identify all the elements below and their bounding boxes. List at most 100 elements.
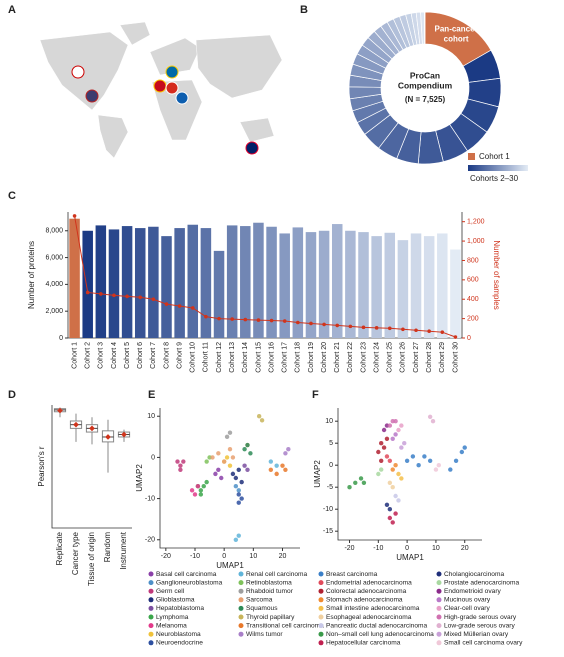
sample-point bbox=[151, 297, 156, 302]
legend-label: Prostate adenocarcinoma bbox=[444, 579, 519, 586]
y-tick-label: -20 bbox=[145, 537, 155, 544]
point bbox=[198, 488, 204, 493]
bar bbox=[95, 225, 107, 338]
mean bbox=[121, 431, 127, 438]
bar bbox=[358, 232, 369, 338]
point bbox=[283, 467, 288, 472]
bar bbox=[82, 230, 93, 338]
legend-label: Low-grade serous ovary bbox=[444, 622, 515, 629]
x-tick-label: -10 bbox=[190, 553, 200, 560]
x-tick-label: Cohort 14 bbox=[242, 342, 249, 373]
y2-tick-label: 600 bbox=[467, 277, 479, 284]
legend-label: Neuroblastoma bbox=[156, 631, 201, 638]
flag-sweden bbox=[165, 65, 179, 79]
y-tick-label: -5 bbox=[327, 484, 333, 491]
asia bbox=[195, 34, 283, 99]
legend-label: Mixed Müllerian ovary bbox=[444, 631, 509, 638]
point bbox=[393, 419, 398, 424]
panel-label: D bbox=[8, 389, 16, 401]
x-axis-title: UMAP1 bbox=[216, 561, 244, 570]
point bbox=[242, 463, 247, 468]
bar bbox=[345, 230, 356, 338]
legend-marker bbox=[436, 597, 442, 603]
x-tick-label: Cohort 9 bbox=[176, 342, 183, 369]
x-tick-label: Cohort 13 bbox=[229, 342, 236, 373]
sample-point bbox=[427, 329, 431, 334]
bar bbox=[266, 226, 277, 338]
sample-point bbox=[348, 324, 353, 329]
x-tick-label: Cancer type bbox=[71, 531, 80, 575]
sample-point bbox=[414, 328, 418, 333]
point bbox=[381, 445, 387, 450]
legend-marker bbox=[318, 623, 324, 629]
legend-label: Melanoma bbox=[156, 622, 187, 629]
point bbox=[448, 467, 453, 472]
legend-label: Rhabdoid tumor bbox=[246, 588, 294, 595]
point bbox=[274, 471, 279, 477]
x-tick-label: 10 bbox=[249, 553, 257, 560]
point bbox=[387, 480, 393, 485]
legend-gradient-bar bbox=[468, 165, 528, 171]
point bbox=[204, 459, 209, 464]
legend-label: Mucinous ovary bbox=[444, 597, 491, 604]
bar bbox=[253, 222, 264, 338]
point bbox=[239, 479, 244, 485]
africa bbox=[151, 79, 203, 141]
x-tick-label: Cohort 29 bbox=[439, 342, 446, 373]
legend-label: Esophageal adenocarcinoma bbox=[326, 614, 412, 621]
point bbox=[178, 463, 183, 468]
legend-label: Breast carcinoma bbox=[326, 571, 378, 578]
point bbox=[384, 436, 390, 441]
legend-marker bbox=[148, 597, 154, 603]
bar bbox=[213, 250, 225, 338]
point bbox=[427, 414, 433, 419]
legend-label: Cohort 1 bbox=[479, 152, 510, 161]
sample-point bbox=[177, 304, 182, 308]
x-tick-label: Cohort 12 bbox=[216, 342, 223, 373]
x-tick-label: Cohort 27 bbox=[413, 342, 420, 373]
legend-label: Squamous bbox=[246, 605, 278, 612]
flag-australia bbox=[245, 141, 259, 155]
point bbox=[259, 418, 265, 423]
x-tick-label: Replicate bbox=[55, 531, 64, 565]
x-tick-label: Cohort 20 bbox=[321, 342, 328, 373]
legend-label: Cohorts 2–30 bbox=[470, 174, 519, 183]
point bbox=[181, 459, 186, 464]
point bbox=[236, 492, 241, 497]
x-tick-label: Cohort 8 bbox=[163, 342, 170, 369]
sample-line bbox=[74, 215, 456, 338]
point bbox=[224, 455, 230, 460]
point bbox=[384, 454, 390, 459]
sample-point bbox=[322, 322, 326, 327]
y-axis-title: UMAP2 bbox=[313, 460, 322, 488]
point bbox=[376, 449, 381, 455]
x-tick-label: Cohort 4 bbox=[111, 342, 118, 369]
x-tick-label: Cohort 5 bbox=[124, 342, 131, 369]
point bbox=[361, 480, 367, 485]
point bbox=[227, 430, 233, 435]
legend-label: Cholangiocarcinoma bbox=[444, 571, 504, 578]
flag-greece bbox=[175, 91, 189, 105]
point bbox=[416, 463, 421, 468]
x-tick-label: 10 bbox=[432, 545, 440, 552]
x-tick-label: Cohort 6 bbox=[137, 342, 144, 369]
point bbox=[399, 445, 404, 450]
point bbox=[396, 498, 401, 503]
sample-point bbox=[296, 320, 300, 325]
point bbox=[245, 442, 250, 448]
x-tick-label: -20 bbox=[344, 545, 354, 552]
point bbox=[210, 455, 215, 460]
x-tick-label: -10 bbox=[373, 545, 383, 552]
bar bbox=[305, 232, 317, 338]
legend-label: Basal cell carcinoma bbox=[156, 571, 217, 578]
x-tick-label: Cohort 10 bbox=[190, 342, 197, 373]
legend-marker bbox=[238, 614, 244, 620]
legend-label: Ganglioneuroblastoma bbox=[156, 579, 223, 586]
y2-axis-title: Number of samples bbox=[492, 240, 501, 309]
x-axis-title: UMAP1 bbox=[396, 553, 424, 562]
point bbox=[236, 488, 241, 493]
point bbox=[427, 458, 433, 463]
point bbox=[213, 471, 218, 477]
x-tick-label: 20 bbox=[461, 545, 469, 552]
